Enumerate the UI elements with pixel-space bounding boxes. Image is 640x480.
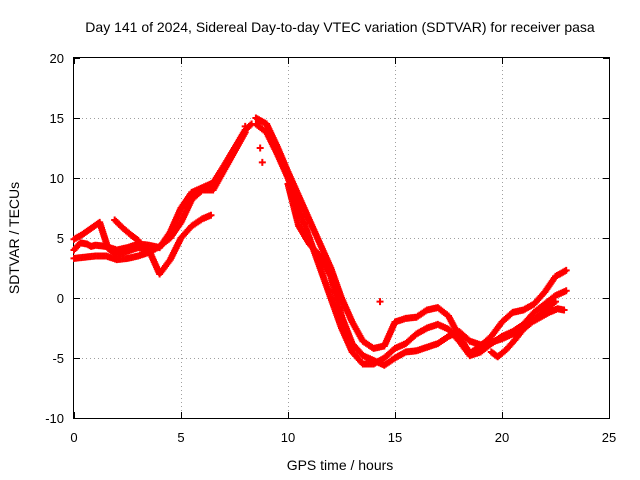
y-tick-label-5: 5 bbox=[57, 231, 64, 246]
y-tick-label-0: 0 bbox=[57, 291, 64, 306]
data-point bbox=[560, 306, 568, 314]
data-point bbox=[562, 287, 570, 295]
x-tick-label-20: 20 bbox=[495, 430, 509, 445]
y-tick-label-15: 15 bbox=[50, 111, 64, 126]
data-point bbox=[241, 122, 249, 130]
data-point bbox=[246, 121, 254, 129]
y-tick-label-20: 20 bbox=[50, 51, 64, 66]
x-tick-label-0: 0 bbox=[70, 430, 77, 445]
y-tick-label-minus10: -10 bbox=[45, 411, 64, 426]
y-axis-label: SDTVAR / TECUs bbox=[6, 182, 22, 294]
x-tick-label-25: 25 bbox=[602, 430, 616, 445]
data-points bbox=[70, 114, 570, 369]
x-tick-labels: 0 5 10 15 20 25 bbox=[70, 430, 616, 445]
data-point bbox=[134, 236, 142, 244]
plot-frame bbox=[73, 57, 610, 419]
data-point bbox=[258, 158, 266, 166]
data-point bbox=[256, 144, 264, 152]
y-tick-label-minus5: -5 bbox=[52, 351, 64, 366]
y-tick-label-10: 10 bbox=[50, 171, 64, 186]
data-point bbox=[562, 266, 570, 274]
data-point bbox=[207, 211, 215, 219]
data-point bbox=[241, 128, 249, 136]
x-axis-label: GPS time / hours bbox=[287, 457, 394, 473]
x-tick-label-15: 15 bbox=[388, 430, 402, 445]
x-tick-label-10: 10 bbox=[281, 430, 295, 445]
x-tick-label-5: 5 bbox=[177, 430, 184, 445]
chart-title: Day 141 of 2024, Sidereal Day-to-day VTE… bbox=[85, 19, 595, 35]
data-point bbox=[376, 298, 384, 306]
grid-lines bbox=[74, 58, 609, 418]
y-tick-labels: -10 -5 0 5 10 15 20 bbox=[45, 51, 64, 426]
data-point bbox=[552, 298, 559, 306]
